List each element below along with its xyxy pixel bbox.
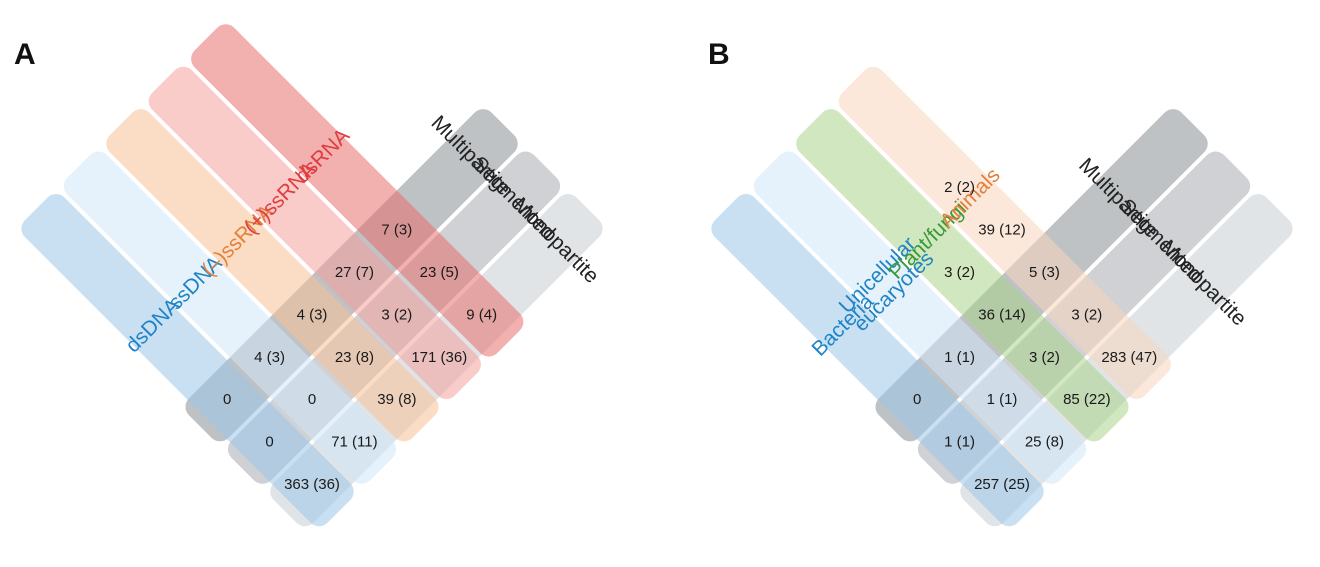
intersection-count: 7 (3)	[381, 222, 412, 239]
intersection-count: 171 (36)	[411, 349, 467, 366]
intersection-count: 0	[265, 434, 273, 451]
intersection-count: 1 (1)	[944, 349, 975, 366]
intersection-count: 5 (3)	[1029, 264, 1060, 281]
intersection-count: 0	[223, 391, 231, 408]
intersection-count: 3 (2)	[1071, 306, 1102, 323]
intersection-count: 71 (11)	[331, 434, 377, 451]
intersection-count: 27 (7)	[335, 264, 374, 281]
column-band-animals	[838, 66, 1171, 399]
column-band-dsrna	[191, 24, 524, 357]
intersection-count: 23 (8)	[335, 349, 374, 366]
panel-letter: B	[708, 38, 730, 71]
column-band-ssrna	[106, 109, 439, 442]
intersection-count: 23 (5)	[420, 264, 459, 281]
intersection-count: 4 (3)	[254, 349, 285, 366]
intersection-count: 3 (2)	[944, 264, 975, 281]
intersection-count: 1 (1)	[987, 391, 1018, 408]
column-band-bacteria	[711, 193, 1044, 527]
intersection-count: 39 (12)	[978, 222, 1026, 239]
column-band-ssrna	[148, 66, 481, 399]
intersection-count: 363 (36)	[284, 476, 340, 493]
intersection-count: 0	[308, 391, 316, 408]
intersection-count: 3 (2)	[1029, 349, 1060, 366]
panel-b: BMonopartiteSegmentedMultipartiteBacteri…	[708, 38, 1293, 527]
intersection-count: 39 (8)	[377, 391, 416, 408]
intersection-count: 283 (47)	[1101, 349, 1157, 366]
intersection-count: 4 (3)	[297, 306, 328, 323]
column-band-dsdna	[21, 193, 354, 527]
column-band-plant-fungi	[796, 109, 1129, 442]
intersection-count: 36 (14)	[978, 306, 1026, 323]
intersection-count: 0	[913, 391, 921, 408]
intersection-count: 2 (2)	[944, 179, 975, 196]
intersection-count: 3 (2)	[381, 306, 412, 323]
column-band-unicellular-eucaryotes	[753, 151, 1087, 484]
panel-letter: A	[14, 38, 36, 71]
column-band-ssdna	[63, 151, 397, 484]
panel-a: AMonopartiteSegmentedMultipartitedsDNAss…	[14, 24, 603, 527]
intersection-count: 257 (25)	[974, 476, 1030, 493]
intersection-count: 1 (1)	[944, 434, 975, 451]
intersection-count: 85 (22)	[1063, 391, 1111, 408]
intersection-count: 9 (4)	[466, 306, 497, 323]
intersection-count: 25 (8)	[1025, 434, 1064, 451]
